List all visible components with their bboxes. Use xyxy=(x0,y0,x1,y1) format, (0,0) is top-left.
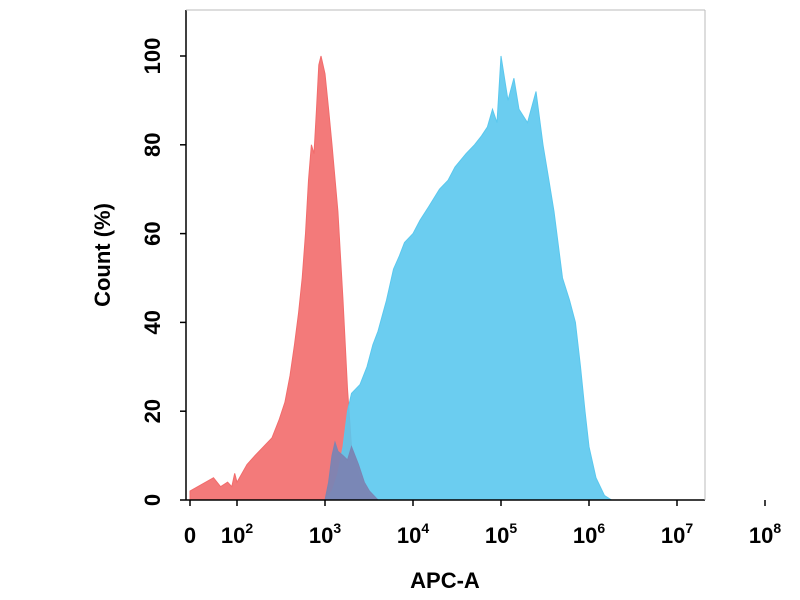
histogram-series-1 xyxy=(189,55,379,501)
x-tick-label: 105 xyxy=(485,520,517,548)
y-tick-label: 60 xyxy=(140,221,165,245)
histogram-series-3 xyxy=(324,440,380,501)
x-tick-label: 103 xyxy=(309,520,341,548)
y-tick-label: 40 xyxy=(140,310,165,334)
y-axis-title: Count (%) xyxy=(90,203,115,307)
x-tick-label: 108 xyxy=(749,520,781,548)
x-tick-label: 0 xyxy=(184,523,196,548)
x-tick-label: 104 xyxy=(397,520,429,548)
x-axis-title: APC-A xyxy=(410,568,480,593)
series-layer xyxy=(189,55,614,501)
y-tick-label: 20 xyxy=(140,399,165,423)
x-ticks: 0 102 103 104 105 106 107 108 xyxy=(184,500,781,548)
x-tick-label: 107 xyxy=(661,520,693,548)
x-tick-label: 102 xyxy=(221,520,253,548)
histogram-series-2 xyxy=(323,55,614,501)
x-tick-label: 106 xyxy=(573,520,605,548)
y-tick-label: 0 xyxy=(140,494,165,506)
y-tick-label: 80 xyxy=(140,133,165,157)
y-tick-label: 100 xyxy=(140,38,165,75)
y-ticks: 0 20 40 60 80 100 xyxy=(140,38,186,506)
